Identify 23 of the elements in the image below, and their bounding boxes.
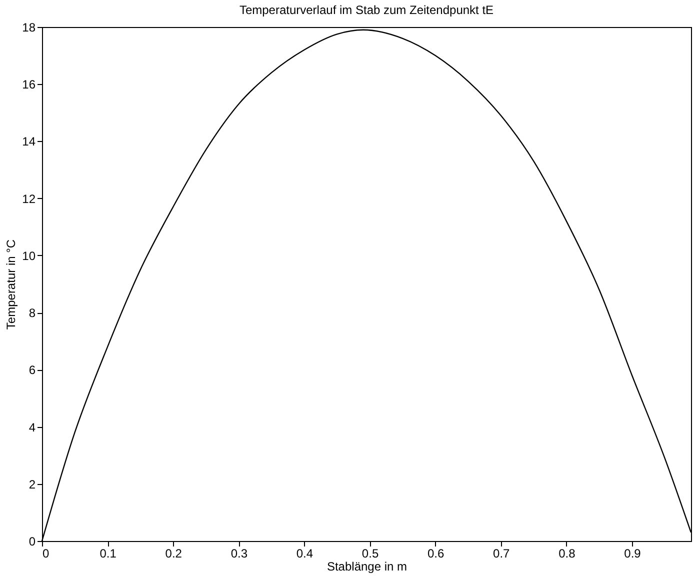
x-tick-label: 0.2 [165, 546, 182, 560]
x-tick-label: 0.4 [296, 546, 314, 560]
x-tick-label: 0.3 [230, 546, 248, 560]
y-tick-label: 16 [22, 78, 36, 92]
x-tick-label: 0.7 [493, 546, 510, 560]
y-tick-label: 4 [28, 420, 36, 434]
x-tick-label: 0.9 [624, 546, 642, 560]
x-tick-label: 0 [42, 546, 50, 560]
y-tick-label: 6 [28, 363, 36, 378]
y-tick-label: 18 [22, 20, 36, 34]
x-axis-title: Stablänge in m [326, 560, 408, 574]
y-tick-label: 8 [28, 306, 36, 320]
x-tick-label: 0.5 [362, 546, 379, 560]
chart-title: Temperaturverlauf im Stab zum Zeitendpunkt tE [239, 3, 494, 17]
y-axis-title: Temperatur in °C [4, 239, 18, 330]
y-tick-label: 14 [22, 134, 36, 149]
y-tick-label: 10 [22, 248, 36, 263]
y-tick-label: 2 [28, 477, 36, 492]
x-tick-label: 0.6 [427, 546, 444, 560]
y-tick-label: 0 [28, 534, 36, 548]
y-tick-label: 12 [22, 192, 36, 206]
x-tick-label: 0.1 [100, 546, 117, 560]
x-tick-label: 0.8 [558, 546, 576, 560]
